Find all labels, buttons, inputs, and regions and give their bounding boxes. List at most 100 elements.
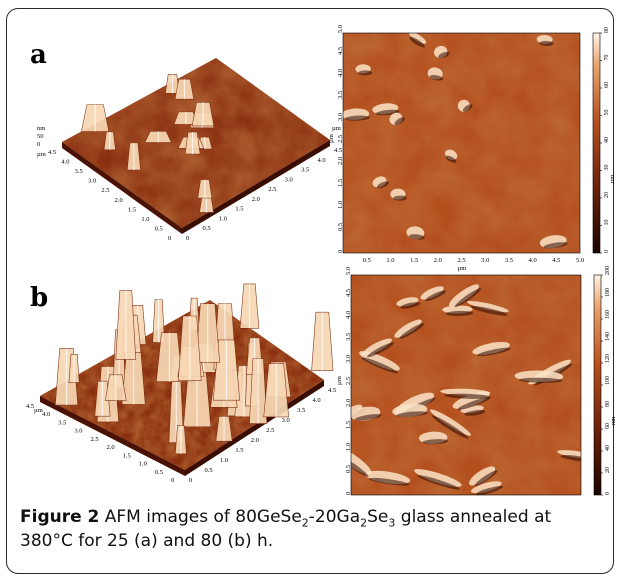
map-crystal-shadow (344, 115, 370, 121)
map-crystal (467, 300, 509, 313)
map-x-tick: 1.0 (393, 499, 401, 500)
map-crystal-shadow (400, 302, 421, 309)
afm-map-b (351, 275, 581, 495)
colorbar (593, 274, 602, 496)
map-crystal-shadow (358, 70, 373, 76)
map-y-tick: 0 (337, 250, 344, 253)
map-x-tick: 2.0 (439, 499, 447, 500)
surface-right-tick: 0 (186, 235, 189, 242)
map-x-tick: 4.0 (529, 257, 537, 264)
map-crystal-shadow (408, 234, 425, 240)
surface-left-tick: 3.0 (88, 178, 96, 185)
surface-right-tick: 1.5 (235, 447, 243, 454)
surface-right-tick: 4.5 (334, 147, 342, 154)
figure-number: Figure 2 (20, 507, 100, 527)
map-x-tick: 4.0 (531, 499, 539, 500)
map-crystal (557, 450, 581, 459)
caption-text-3: Se (367, 507, 389, 527)
surface-right-tick: 2.5 (268, 186, 276, 193)
map-axes-a: 0.5 1.0 1.5 2.0 2.5 3.0 3.5 4.0 4.5 5.0 µm 0 0.5 1.0 1… (328, 25, 616, 272)
map-y-tick: 4.0 (345, 311, 352, 319)
map-crystal (470, 481, 502, 494)
panel-b-label: b (30, 283, 49, 313)
surface-3d-a: 4.5 4.0 3.5 3.0 2.5 2.0 1.5 1.0 0.5 0 0 0.5 1.0 1.5 2.… (37, 58, 342, 242)
map-crystal-shadow (438, 51, 450, 59)
surface-z-tick: 50 (37, 133, 44, 140)
colorbar-tick: 160 (605, 310, 611, 319)
map-x-tick: 1.5 (410, 257, 418, 264)
surface-right-tick: 2.5 (266, 427, 274, 434)
surface-left-tick: 1.5 (128, 206, 136, 213)
map-y-tick: 2.0 (345, 399, 352, 407)
map-x-tick: 3.5 (508, 499, 516, 500)
map-y-tick: 3.5 (337, 91, 344, 99)
map-x-tick: 2.5 (462, 499, 470, 500)
map-crystal (449, 284, 480, 307)
colorbar-tick: 60 (605, 423, 611, 429)
map-crystal-shadow (425, 290, 447, 302)
surface-right-tick: 3.5 (301, 167, 309, 174)
surface-z-tick: 0 (37, 141, 40, 148)
surface-left-tick: 2.5 (101, 187, 109, 194)
surface-side-left (40, 396, 185, 476)
afm-figure: 4.5 4.0 3.5 3.0 2.5 2.0 1.5 1.0 0.5 0 0 0.5 1.0 1.5 2.… (26, 25, 617, 500)
panel-a-label: a (30, 40, 47, 70)
map-crystal-shadow (543, 242, 568, 249)
map-crystal (361, 338, 392, 356)
map-border (350, 274, 582, 496)
surface-right-tick: 1.0 (219, 215, 227, 222)
surface-left-tick: 0 (171, 477, 174, 484)
surface-left-tick: 4.0 (42, 411, 50, 418)
surface-left-tick: 4.5 (26, 403, 34, 410)
colorbar-tick: 100 (605, 376, 611, 385)
map-crystal-shadow (462, 104, 473, 112)
surface-left-tick: 0.5 (155, 469, 163, 476)
map-y-tick: 0 (345, 492, 352, 495)
caption-text-4: glass annealed at 380°C for 25 (a) and 8… (20, 507, 552, 551)
colorbar-tick: 120 (605, 354, 611, 363)
map-crystal (394, 319, 422, 338)
map-crystal (409, 33, 427, 44)
map-border (342, 32, 581, 254)
map-crystal-shadow (539, 40, 554, 46)
figure-caption: Figure 2 AFM images of 80GeSe2-20Ga2Se3 … (20, 505, 600, 553)
map-crystal-shadow (444, 393, 490, 399)
surface-right-tick: 3.0 (282, 417, 290, 424)
map-y-tick: 1.0 (337, 201, 344, 209)
colorbar-tick: 60 (604, 82, 610, 88)
map-crystal-shadow (454, 288, 482, 308)
colorbar-tick: 20 (605, 467, 611, 473)
map-x-tick: 4.5 (554, 499, 562, 500)
surface-side-right (182, 140, 330, 234)
surface-right-tick: 1.5 (235, 206, 243, 213)
map-crystal-shadow (422, 439, 449, 445)
map-crystal-shadow (394, 117, 405, 125)
colorbar-tick: 0 (605, 492, 611, 495)
map-crystal-shadow (445, 310, 474, 316)
map-crystal-shadow (445, 155, 457, 163)
map-y-tick: 5.0 (337, 25, 344, 33)
map-texture (343, 33, 580, 253)
surface-left-tick: 1.0 (139, 461, 147, 468)
map-crystal-shadow (368, 477, 410, 486)
map-y-tick: 1.5 (337, 179, 344, 187)
surface-left-tick: 4.0 (61, 159, 69, 166)
map-crystal-shadow (429, 74, 444, 81)
map-x-tick: 5.0 (577, 499, 585, 500)
surface-right-tick: 2.0 (252, 196, 260, 203)
map-crystal-shadow (477, 347, 511, 357)
caption-sub-3: 3 (388, 516, 396, 530)
map-crystal-shadow (367, 342, 395, 358)
map-crystal-shadow (409, 36, 425, 48)
afm-map-a (343, 33, 580, 253)
map-crystal-shadow (518, 377, 563, 383)
surface-right-tick: 1.0 (220, 457, 228, 464)
caption-text-2: -20Ga (308, 507, 361, 527)
surface-right-tick: 0.5 (204, 467, 212, 474)
colorbar-tick: 20 (604, 192, 610, 198)
map-crystal-shadow (457, 396, 491, 410)
map-crystal-shadow (475, 486, 504, 495)
colorbar-tick: 40 (604, 137, 610, 143)
colorbar (592, 32, 601, 254)
surface-right-tick: 4.0 (318, 157, 326, 164)
